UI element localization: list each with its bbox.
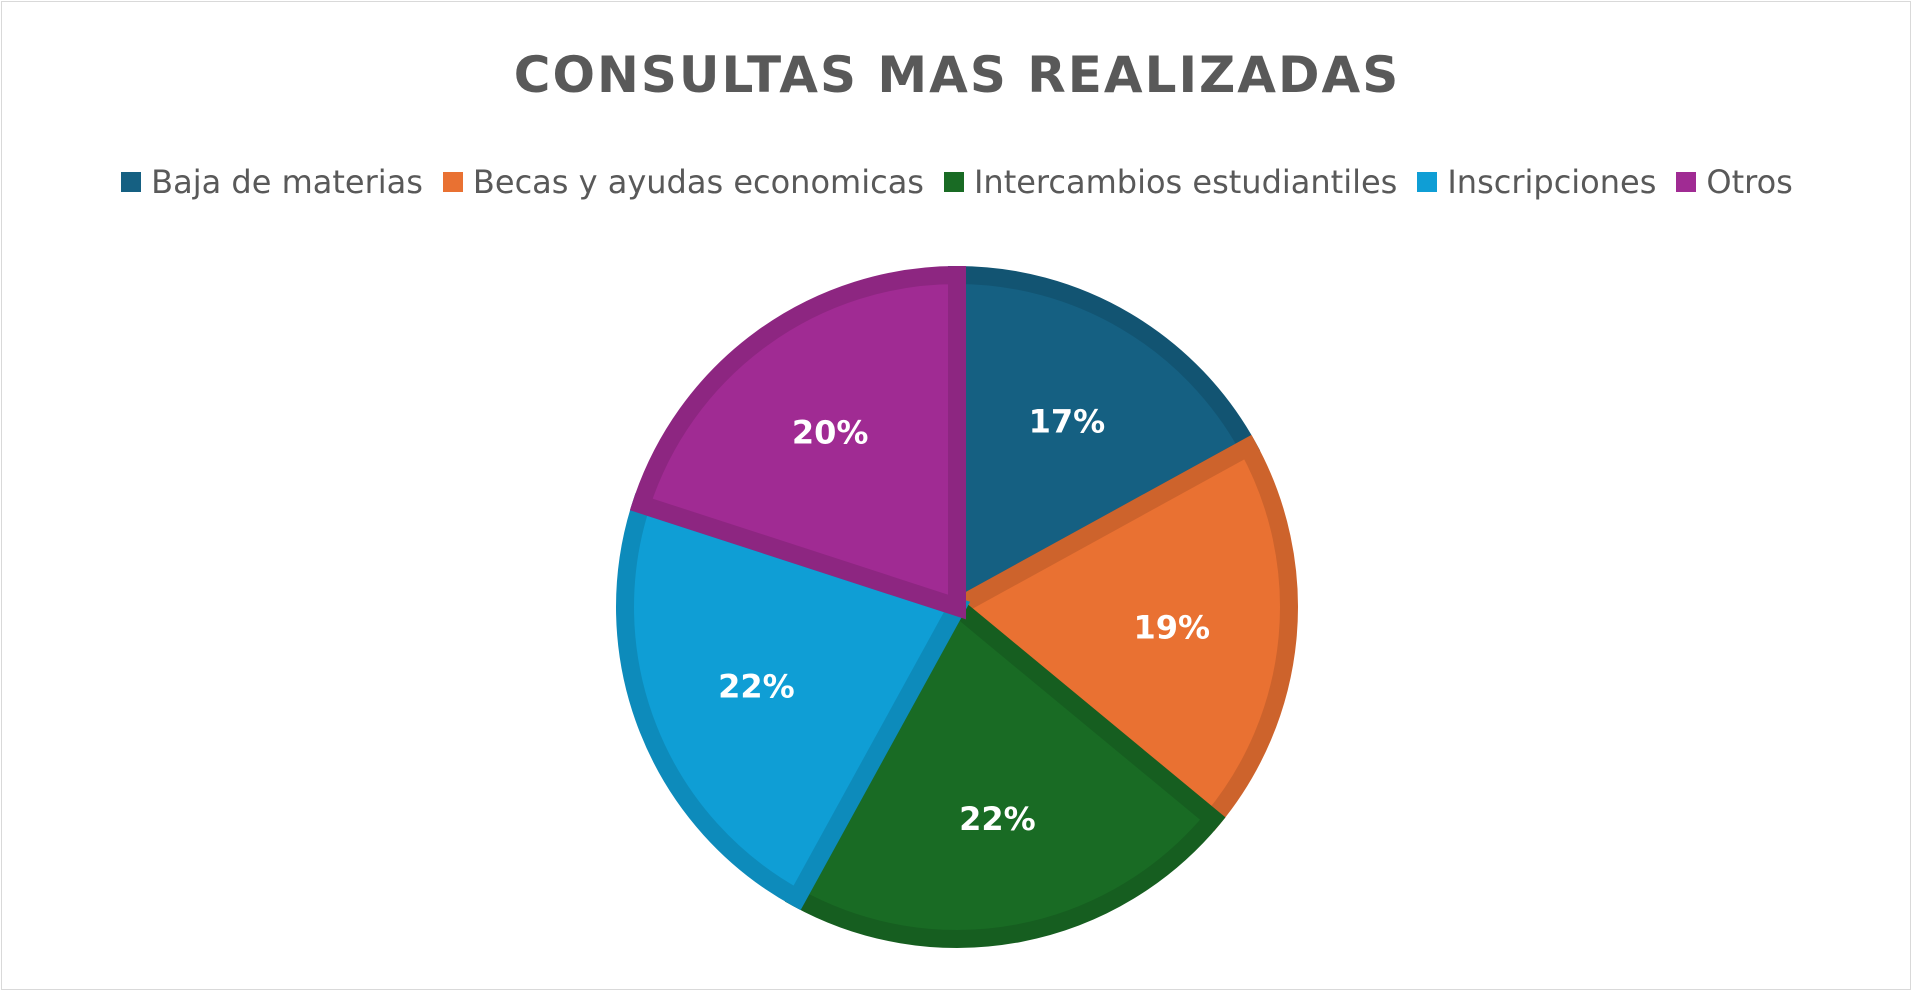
pie-slice-5: [629, 265, 966, 620]
legend-swatch: [1417, 172, 1438, 192]
slice-data-label: 19%: [1134, 608, 1211, 646]
pie-slice-2: [941, 434, 1298, 832]
legend-item-baja-de-materias: Baja de materias: [121, 160, 423, 204]
legend-label: Inscripciones: [1447, 163, 1657, 201]
pie-slice-1: [948, 265, 1261, 623]
pie-slice-3: [784, 593, 1226, 948]
legend-label: Becas y ayudas economicas: [472, 163, 924, 201]
legend: Baja de materias Becas y ayudas economic…: [0, 160, 1914, 204]
slice-data-label: 22%: [959, 800, 1036, 838]
slice-data-label: 20%: [792, 413, 869, 451]
legend-swatch: [121, 172, 142, 192]
slice-data-label: 22%: [718, 667, 795, 705]
legend-item-becas: Becas y ayudas economicas: [442, 160, 924, 204]
legend-item-intercambios: Intercambios estudiantiles: [943, 160, 1398, 204]
legend-label: Otros: [1706, 163, 1793, 201]
legend-item-otros: Otros: [1676, 160, 1793, 204]
legend-swatch: [442, 172, 463, 192]
legend-swatch: [943, 172, 964, 192]
legend-swatch: [1676, 172, 1697, 192]
pie-slice-4: [616, 493, 971, 911]
legend-item-inscripciones: Inscripciones: [1417, 160, 1656, 204]
slice-data-label: 17%: [1029, 402, 1106, 440]
legend-label: Baja de materias: [151, 163, 423, 201]
legend-label: Intercambios estudiantiles: [973, 163, 1398, 201]
chart-title: CONSULTAS MAS REALIZADAS: [513, 46, 1401, 104]
